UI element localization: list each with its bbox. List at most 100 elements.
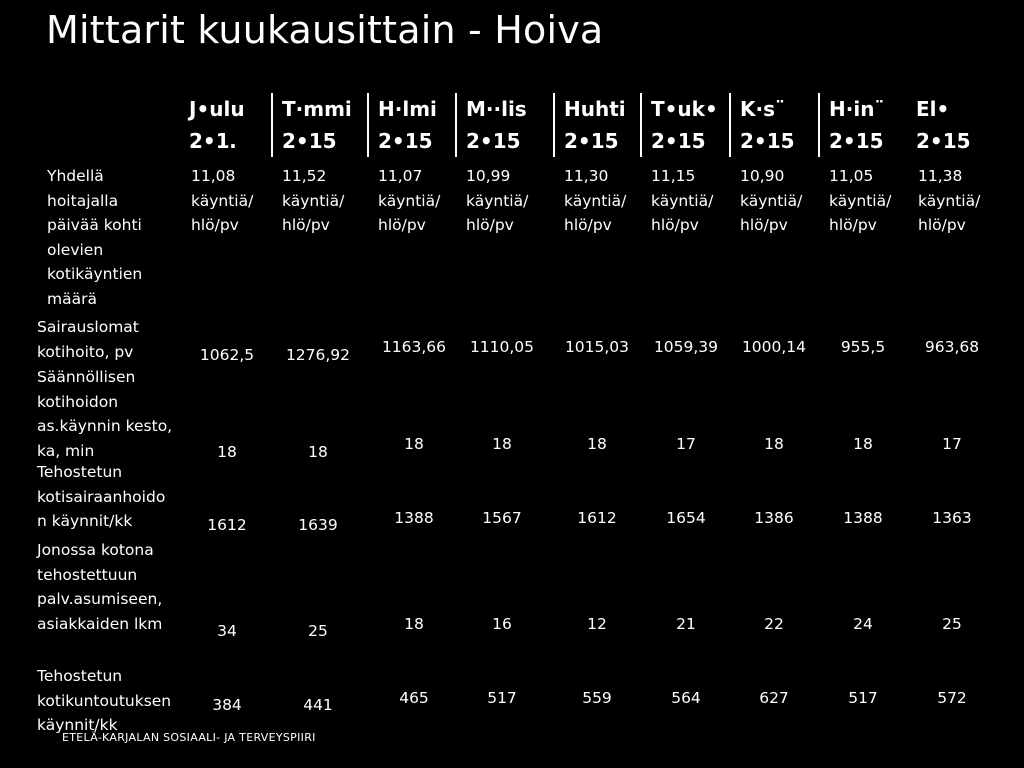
table-cell: 564: [671, 689, 701, 707]
table-cell: 441: [303, 696, 333, 714]
column-month: El•: [916, 97, 950, 121]
table-cell: 1000,14: [741, 338, 807, 356]
row-label-line: Tehostetun: [37, 667, 123, 685]
visits-per-nurse-cell: 11,07 käyntiä/hlö/pv: [378, 164, 440, 238]
table-cell: 12: [587, 615, 607, 633]
visits-per-nurse-cell: 11,05 käyntiä/hlö/pv: [829, 164, 891, 238]
column-year: 2•15: [282, 129, 337, 153]
column-month: H·lmi: [378, 97, 437, 121]
visits-per-nurse-cell: 11,30 käyntiä/hlö/pv: [564, 164, 626, 238]
visits-per-nurse-cell: 10,90 käyntiä/hlö/pv: [740, 164, 802, 238]
table-cell: 18: [764, 435, 784, 453]
cell-unit: käyntiä/: [740, 191, 803, 210]
row-label-line: Yhdellä: [47, 167, 104, 185]
row-label-line: olevien: [47, 240, 104, 259]
cell-unit: hlö/pv: [651, 216, 699, 234]
table-cell: 1654: [666, 509, 706, 527]
column-header: Huhti 2•15: [553, 93, 626, 157]
column-month: H·in¨: [829, 97, 885, 121]
visits-per-nurse-cell: 11,08 käyntiä/hlö/pv: [191, 164, 253, 238]
column-year: 2•15: [740, 129, 795, 153]
row-label: Jonossa kotona tehostettuun palv.asumiseen…: [37, 538, 162, 636]
column-year: 2•15: [916, 129, 971, 153]
row-label-line: tehostettuun: [37, 565, 138, 584]
table-cell: 21: [676, 615, 696, 633]
page-title: Mittarit kuukausittain - Hoiva: [46, 8, 604, 52]
cell-unit: käyntiä/: [564, 191, 627, 210]
row-label-line: palv.asumiseen,: [37, 590, 163, 608]
table-cell: 22: [764, 615, 784, 633]
row-label-line: päivää kohti: [47, 216, 142, 234]
column-year: 2•15: [829, 129, 884, 153]
column-month: K·s¨: [740, 97, 785, 121]
column-year: 2•15: [651, 129, 706, 153]
cell-unit: hlö/pv: [918, 216, 966, 234]
column-year: 2•15: [564, 129, 619, 153]
column-month: Huhti: [564, 97, 626, 121]
table-cell: 18: [853, 435, 873, 453]
table-cell: 1015,03: [564, 338, 630, 356]
table-cell: 517: [848, 689, 878, 707]
table-cell: 559: [582, 689, 612, 707]
cell-value: 11,52: [282, 167, 327, 185]
cell-unit: hlö/pv: [191, 216, 239, 234]
column-header: M··lis 2•15: [455, 93, 527, 157]
row-label-line: kotihoidon: [37, 392, 119, 411]
row-label: Säännöllisen kotihoidon as.käynnin kesto, k…: [37, 365, 172, 463]
table-cell: 18: [587, 435, 607, 453]
column-year: 2•15: [378, 129, 433, 153]
cell-unit: käyntiä/: [918, 191, 981, 210]
column-header: T•uk• 2•15: [640, 93, 718, 157]
row-label-line: asiakkaiden lkm: [37, 614, 163, 633]
row-label: Yhdellä hoitajalla päivää kohti olevien koti…: [47, 164, 142, 311]
row-label-line: kotikuntoutuksen: [37, 691, 172, 710]
cell-value: 11,15: [651, 167, 696, 185]
table-cell: 517: [487, 689, 517, 707]
row-label-line: as.käynnin kesto,: [37, 417, 173, 435]
row-label-line: määrä: [47, 289, 97, 308]
cell-unit: hlö/pv: [282, 216, 330, 234]
column-month: M··lis: [466, 97, 527, 121]
column-month: J•ulu: [189, 97, 245, 121]
table-cell: 1062,5: [199, 346, 255, 364]
row-label-line: käynnit/kk: [37, 716, 118, 734]
row-label-line: Jonossa kotona: [37, 541, 154, 559]
table-cell: 1110,05: [469, 338, 535, 356]
cell-value: 11,07: [378, 167, 423, 185]
visits-per-nurse-cell: 10,99 käyntiä/hlö/pv: [466, 164, 528, 238]
table-cell: 955,5: [840, 338, 886, 356]
table-cell: 18: [308, 443, 328, 461]
table-cell: 1386: [754, 509, 794, 527]
column-month: T·mmi: [282, 97, 352, 121]
table-cell: 1388: [394, 509, 434, 527]
table-cell: 963,68: [924, 338, 980, 356]
cell-unit: käyntiä/: [282, 191, 345, 210]
cell-unit: hlö/pv: [564, 216, 612, 234]
table-cell: 18: [492, 435, 512, 453]
visits-per-nurse-cell: 11,15 käyntiä/hlö/pv: [651, 164, 713, 238]
cell-unit: käyntiä/: [191, 191, 254, 210]
table-cell: 1163,66: [381, 338, 447, 356]
row-label-line: Tehostetun: [37, 463, 123, 481]
table-cell: 627: [759, 689, 789, 707]
row-label-line: kotisairaanhoido: [37, 487, 166, 506]
visits-per-nurse-cell: 11,52 käyntiä/hlö/pv: [282, 164, 344, 238]
table-cell: 384: [212, 696, 242, 714]
column-header: El• 2•15: [907, 93, 971, 157]
row-label-line: kotikäyntien: [47, 265, 143, 283]
row-label: Tehostetun kotikuntoutuksen käynnit/kk: [37, 664, 171, 738]
table-cell: 1363: [932, 509, 972, 527]
column-header: J•ulu 2•1․: [180, 93, 245, 157]
cell-unit: käyntiä/: [466, 191, 529, 210]
table-cell: 572: [937, 689, 967, 707]
table-cell: 1612: [207, 516, 247, 534]
table-cell: 16: [492, 615, 512, 633]
table-cell: 34: [217, 622, 237, 640]
footer-organization: ETELÄ-KARJALAN SOSIAALI- JA TERVEYSPIIRI: [62, 731, 316, 744]
cell-unit: käyntiä/: [651, 191, 714, 210]
cell-value: 11,05: [829, 167, 874, 185]
table-cell: 1059,39: [653, 338, 719, 356]
table-cell: 1612: [577, 509, 617, 527]
table-cell: 1388: [843, 509, 883, 527]
table-cell: 18: [404, 615, 424, 633]
